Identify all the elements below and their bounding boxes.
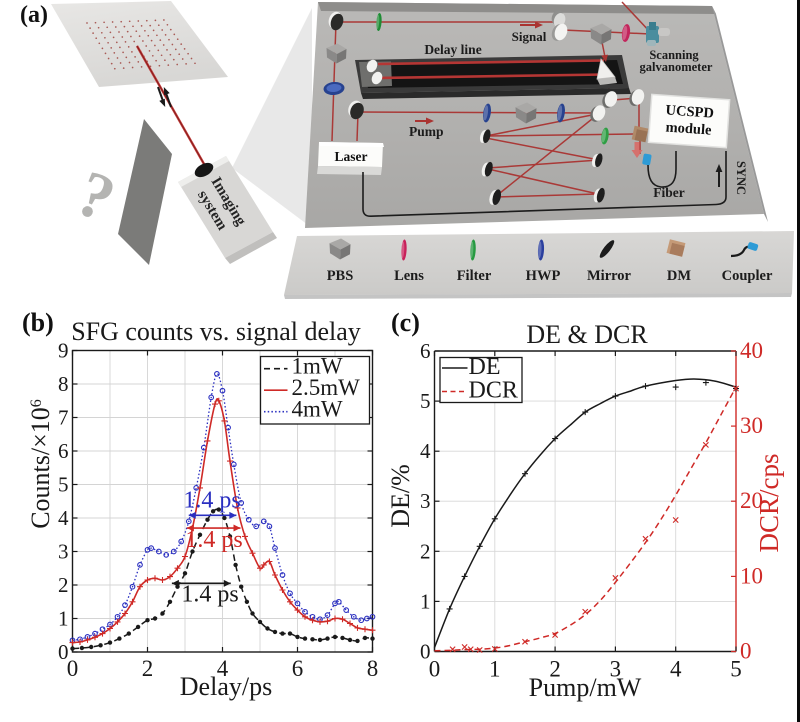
svg-text:Filter: Filter <box>457 268 492 284</box>
svg-text:galvanometer: galvanometer <box>640 60 713 74</box>
svg-text:1: 1 <box>420 589 431 613</box>
svg-text:Delay/ps: Delay/ps <box>180 672 272 701</box>
svg-text:7: 7 <box>58 406 69 430</box>
svg-text:1: 1 <box>489 657 501 682</box>
svg-text:3: 3 <box>420 489 431 513</box>
svg-text:1.4 ps: 1.4 ps <box>183 488 240 514</box>
svg-text:4: 4 <box>58 506 69 530</box>
svg-text:Delay line: Delay line <box>424 42 481 57</box>
svg-text:8: 8 <box>367 656 379 681</box>
svg-text:5: 5 <box>58 473 69 497</box>
svg-text:10: 10 <box>740 563 763 588</box>
svg-text:6: 6 <box>292 656 304 681</box>
svg-text:(c): (c) <box>391 308 420 337</box>
svg-text:2: 2 <box>420 539 431 563</box>
svg-text:Coupler: Coupler <box>722 268 773 284</box>
svg-text:Mirror: Mirror <box>587 268 632 284</box>
svg-text:DCR/cps: DCR/cps <box>754 453 784 552</box>
svg-text:2: 2 <box>549 657 561 682</box>
svg-text:1.4 ps: 1.4 ps <box>181 582 238 608</box>
svg-text:0: 0 <box>67 656 79 681</box>
svg-text:0: 0 <box>429 657 441 682</box>
svg-text:2: 2 <box>142 656 154 681</box>
svg-text:5: 5 <box>730 657 742 682</box>
svg-text:0: 0 <box>420 640 431 664</box>
svg-text:8: 8 <box>58 372 69 396</box>
svg-text:2.5mW: 2.5mW <box>292 375 361 400</box>
svg-text:0: 0 <box>740 639 752 664</box>
svg-text:(b): (b) <box>22 308 54 337</box>
svg-text:SFG counts vs. signal delay: SFG counts vs. signal delay <box>71 317 361 346</box>
svg-text:30: 30 <box>740 413 763 438</box>
svg-text:1mW: 1mW <box>292 354 343 379</box>
svg-text:DE: DE <box>469 354 501 380</box>
svg-text:DM: DM <box>667 268 691 284</box>
svg-text:4: 4 <box>217 656 229 681</box>
svg-text:40: 40 <box>740 338 763 363</box>
svg-text:Counts/×106: Counts/×106 <box>26 399 55 529</box>
svg-text:0: 0 <box>58 640 69 664</box>
svg-text:1: 1 <box>58 607 69 631</box>
svg-text:Lens: Lens <box>394 268 424 284</box>
svg-text:5: 5 <box>420 389 431 413</box>
svg-text:Laser: Laser <box>335 149 368 164</box>
svg-text:9: 9 <box>58 339 69 363</box>
svg-text:1.4 ps: 1.4 ps <box>185 527 242 553</box>
svg-text:UCSPD: UCSPD <box>665 102 714 121</box>
svg-text:2: 2 <box>58 573 69 597</box>
svg-text:3: 3 <box>610 657 622 682</box>
svg-text:SYNC: SYNC <box>734 161 748 195</box>
svg-text:3: 3 <box>58 540 69 564</box>
svg-text:Pump/mW: Pump/mW <box>529 673 642 702</box>
svg-text:Scanning: Scanning <box>649 48 699 62</box>
svg-text:6: 6 <box>58 439 69 463</box>
svg-text:DE/%: DE/% <box>386 464 415 528</box>
svg-text:module: module <box>665 119 712 138</box>
svg-text:4: 4 <box>420 439 431 463</box>
svg-text:Pump: Pump <box>409 124 444 139</box>
svg-text:6: 6 <box>420 339 431 363</box>
svg-text:4mW: 4mW <box>292 397 343 422</box>
svg-text:DCR: DCR <box>469 378 518 404</box>
svg-text:PBS: PBS <box>327 268 354 284</box>
svg-text:Signal: Signal <box>512 29 547 44</box>
svg-text:(a): (a) <box>20 2 48 28</box>
svg-text:DE & DCR: DE & DCR <box>526 320 648 349</box>
svg-text:HWP: HWP <box>526 268 561 284</box>
svg-text:20: 20 <box>740 488 763 513</box>
svg-text:4: 4 <box>670 657 682 682</box>
svg-text:Fiber: Fiber <box>653 185 685 200</box>
